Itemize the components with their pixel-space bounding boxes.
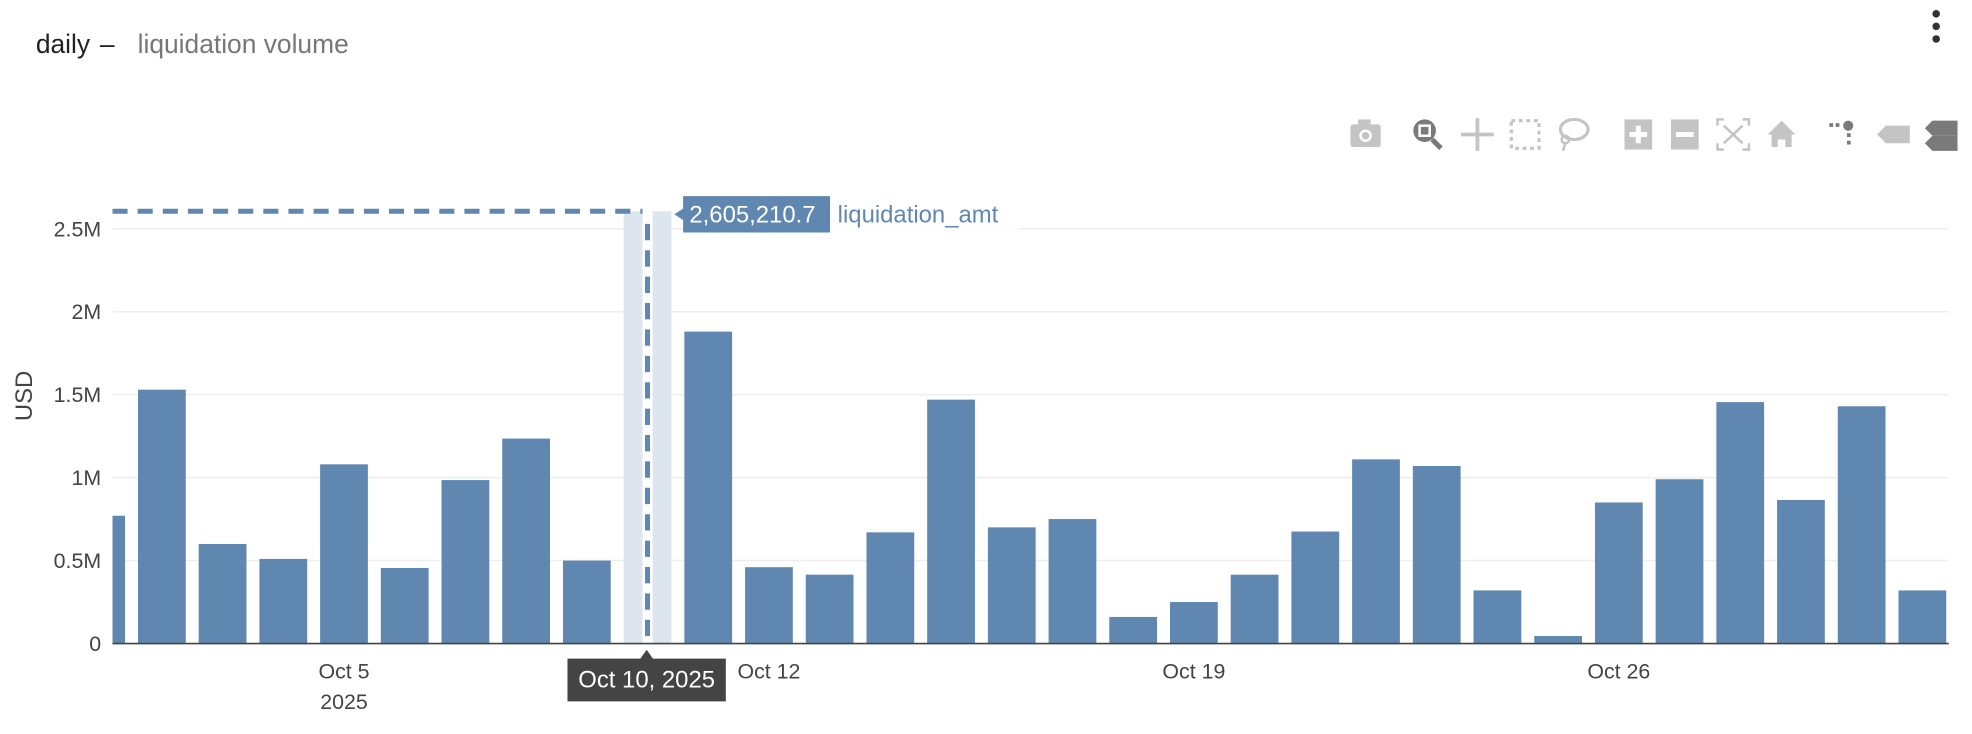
bar-oct-30[interactable] — [1837, 406, 1886, 644]
autoscale-icon[interactable] — [1716, 118, 1751, 151]
bar-oct-18[interactable] — [1109, 616, 1158, 644]
reset-axes-icon[interactable] — [1767, 120, 1796, 148]
spike-lines-icon[interactable] — [1829, 120, 1854, 145]
bar-oct-28[interactable] — [1716, 402, 1765, 644]
bar-oct-11[interactable] — [684, 331, 733, 644]
hover-x-label: Oct 10, 2025 — [567, 649, 726, 702]
zoom-in-icon[interactable] — [1624, 119, 1653, 150]
bar-oct-3[interactable] — [198, 543, 247, 644]
bar-oct-15[interactable] — [927, 399, 975, 644]
zoom-out-icon[interactable] — [1670, 119, 1699, 150]
box-select-icon[interactable] — [1509, 119, 1541, 150]
bar-oct-12[interactable] — [745, 567, 793, 644]
title-main: daily — [36, 29, 91, 59]
x-tick-label: Oct 26 — [1587, 660, 1650, 684]
camera-icon[interactable] — [1350, 119, 1381, 148]
bar-oct-7[interactable] — [441, 480, 490, 644]
bar-oct-8[interactable] — [502, 438, 550, 644]
hover-value-label: 2,605,210.7 liquidation_amt — [674, 196, 1019, 233]
bar-oct-17[interactable] — [1048, 519, 1097, 644]
bar-oct-2[interactable] — [138, 389, 186, 644]
x-tick-label: Oct 5 — [318, 660, 369, 684]
y-tick-label: 0 — [89, 632, 101, 656]
bar-oct-22[interactable] — [1352, 459, 1400, 644]
hover-value: 2,605,210.7 — [689, 201, 815, 228]
bar-oct-9[interactable] — [562, 560, 611, 644]
y-tick-label: 1.5M — [54, 383, 102, 407]
bar-oct-1[interactable] — [77, 515, 126, 644]
hover-closest-icon[interactable] — [1877, 125, 1910, 144]
y-axis: 0 0.5M 1M 1.5M 2M 2.5M — [54, 217, 102, 656]
bar-oct-23[interactable] — [1412, 465, 1461, 644]
x-tick-year: 2025 — [320, 690, 368, 714]
title-separator: – — [100, 29, 115, 59]
bar-oct-4[interactable] — [259, 558, 308, 644]
x-axis: Oct 5 2025 Oct 12 Oct 19 Oct 26 — [318, 660, 1650, 714]
bar-oct-24[interactable] — [1473, 590, 1522, 644]
bar-oct-29[interactable] — [1777, 499, 1825, 644]
x-tick-label: Oct 12 — [737, 660, 800, 684]
bar-oct-31[interactable] — [1898, 590, 1947, 644]
x-tick-label: Oct 19 — [1162, 660, 1225, 684]
kebab-vertical-icon[interactable] — [1932, 10, 1940, 43]
bar-oct-19[interactable] — [1170, 602, 1218, 644]
bars — [77, 211, 1947, 644]
bar-oct-21[interactable] — [1291, 531, 1340, 644]
bar-oct-25[interactable] — [1534, 636, 1582, 644]
bar-oct-13[interactable] — [805, 574, 854, 644]
lasso-select-icon[interactable] — [1558, 117, 1590, 152]
bar-oct-16[interactable] — [987, 527, 1036, 644]
hover-series-name: liquidation_amt — [838, 201, 999, 228]
zoom-icon[interactable] — [1413, 119, 1443, 151]
header: daily – liquidation volume — [36, 10, 1940, 59]
modebar — [1350, 117, 1958, 152]
title-sub: liquidation volume — [138, 29, 349, 59]
y-axis-title: USD — [11, 371, 38, 421]
y-tick-label: 2M — [72, 300, 102, 324]
y-tick-label: 2.5M — [54, 217, 102, 241]
bar-oct-20[interactable] — [1230, 574, 1279, 644]
y-tick-label: 1M — [72, 466, 102, 490]
y-tick-label: 0.5M — [54, 549, 102, 573]
bar-oct-27[interactable] — [1655, 479, 1704, 644]
pan-icon[interactable] — [1461, 118, 1494, 151]
bar-oct-6[interactable] — [380, 568, 429, 644]
bar-oct-14[interactable] — [866, 532, 915, 644]
hover-x-value: Oct 10, 2025 — [578, 666, 715, 693]
bar-oct-26[interactable] — [1594, 502, 1643, 644]
spike-gap — [642, 211, 653, 644]
spike-lines — [112, 208, 651, 644]
hover-compare-icon[interactable] — [1924, 120, 1958, 151]
bar-oct-5[interactable] — [320, 464, 368, 644]
